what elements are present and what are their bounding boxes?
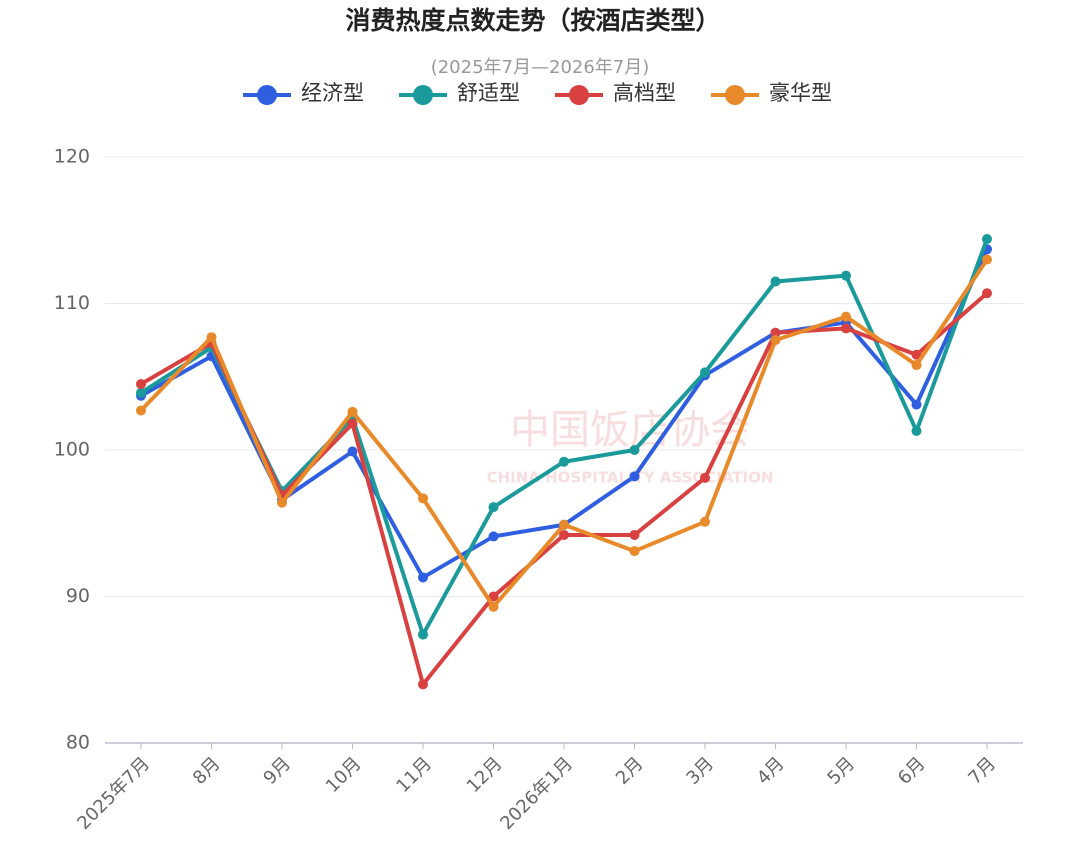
point — [982, 254, 992, 265]
y-tick-label: 90 — [66, 585, 90, 607]
point — [770, 276, 781, 287]
legend-marker — [413, 85, 433, 105]
x-tick-label: 2026年1月 — [496, 753, 577, 834]
point — [911, 399, 922, 410]
legend-marker — [257, 85, 277, 105]
point — [136, 387, 146, 398]
point — [418, 629, 428, 640]
y-tick-label: 120 — [54, 146, 90, 168]
point — [418, 572, 428, 583]
x-tick-label: 5月 — [823, 753, 859, 789]
point — [700, 516, 710, 527]
point — [629, 471, 640, 482]
chart-subtitle: (2025年7月—2026年7月) — [431, 57, 650, 78]
point — [347, 418, 358, 429]
point — [206, 332, 217, 343]
point — [559, 456, 569, 467]
point — [347, 406, 358, 417]
point — [700, 367, 710, 378]
x-tick-label: 11月 — [392, 753, 436, 797]
point — [347, 446, 358, 457]
point — [418, 493, 428, 504]
x-tick-label: 3月 — [682, 753, 718, 789]
point — [629, 546, 640, 557]
legend-label: 舒适型 — [457, 81, 520, 105]
point — [136, 379, 146, 390]
point — [770, 335, 781, 346]
point — [911, 349, 922, 360]
point — [911, 360, 922, 371]
legend-marker — [569, 85, 589, 105]
x-tick-label: 8月 — [189, 753, 225, 789]
x-tick-label: 12月 — [463, 753, 507, 797]
x-tick-label: 10月 — [322, 753, 366, 797]
y-tick-label: 110 — [54, 292, 90, 314]
x-tick-label: 7月 — [964, 753, 1000, 789]
legend-label: 豪华型 — [769, 81, 832, 105]
y-tick-label: 80 — [66, 732, 90, 754]
x-tick-label: 6月 — [894, 753, 930, 789]
point — [841, 323, 851, 334]
point — [277, 497, 287, 508]
point — [136, 405, 146, 416]
x-tick-label: 9月 — [259, 753, 295, 789]
legend-marker — [725, 85, 745, 105]
point — [629, 445, 640, 455]
point — [488, 531, 499, 542]
point — [488, 601, 499, 612]
y-tick-label: 100 — [54, 439, 90, 461]
point — [841, 311, 851, 322]
x-tick-label: 2025年7月 — [73, 753, 154, 834]
point — [841, 270, 851, 281]
point — [982, 234, 992, 245]
chart-title: 消费热度点数走势（按酒店类型） — [345, 6, 720, 35]
point — [982, 288, 992, 299]
point — [488, 502, 499, 513]
x-tick-label: 4月 — [753, 753, 789, 789]
watermark: 中国饭店协会 — [510, 407, 750, 453]
point — [700, 472, 710, 483]
point — [629, 529, 640, 540]
point — [418, 679, 428, 690]
x-tick-label: 2月 — [612, 753, 648, 789]
point — [488, 591, 499, 602]
legend-label: 经济型 — [301, 81, 364, 105]
legend-label: 高档型 — [613, 81, 676, 105]
point — [559, 529, 569, 540]
point — [770, 327, 781, 338]
point — [559, 519, 569, 530]
point — [911, 425, 922, 436]
series-line — [139, 291, 989, 687]
